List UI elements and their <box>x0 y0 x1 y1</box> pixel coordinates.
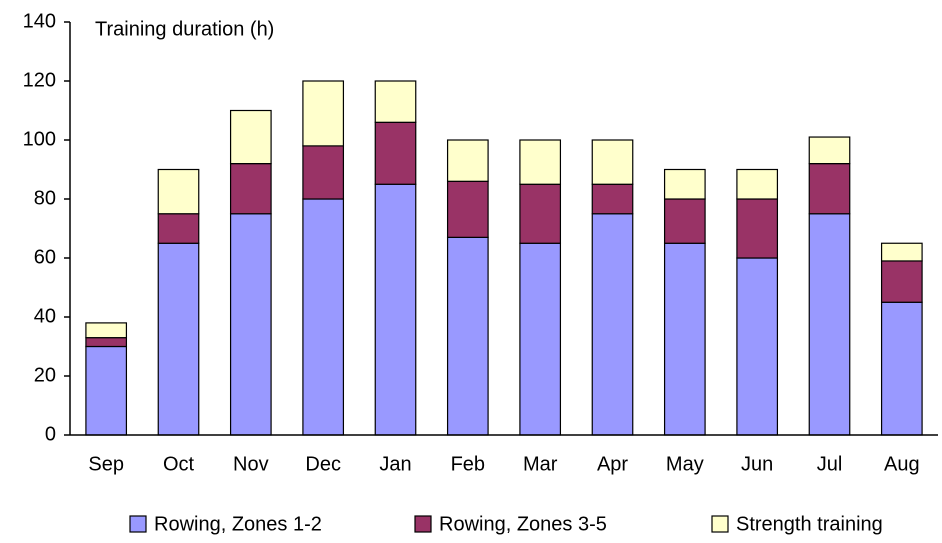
bar-segment <box>736 198 779 259</box>
bar-segment <box>302 145 345 200</box>
x-tick-label: Nov <box>233 453 269 475</box>
legend-label: Rowing, Zones 3-5 <box>439 513 607 535</box>
bar-segment <box>446 139 489 182</box>
y-tick-label: 40 <box>34 305 56 327</box>
legend-swatch <box>129 515 147 533</box>
bar-segment <box>591 183 634 215</box>
x-tick-label: Apr <box>597 453 628 475</box>
bar-segment <box>736 257 779 436</box>
bar-segment <box>302 198 345 436</box>
x-tick-label: Mar <box>523 453 558 475</box>
x-tick-label: Oct <box>163 453 195 475</box>
bar-segment <box>157 168 200 215</box>
bar-segment <box>808 136 851 165</box>
bar-segment <box>663 242 706 436</box>
legend-swatch <box>711 515 729 533</box>
y-tick-label: 60 <box>34 246 56 268</box>
legend-label: Strength training <box>736 513 883 535</box>
x-tick-label: Jun <box>741 453 773 475</box>
y-tick-label: 100 <box>23 128 56 150</box>
y-tick-label: 20 <box>34 364 56 386</box>
legend-label: Rowing, Zones 1-2 <box>154 513 322 535</box>
x-tick-label: Jul <box>817 453 843 475</box>
bar-segment <box>446 180 489 238</box>
bar-segment <box>519 242 562 436</box>
bar-segment <box>519 183 562 244</box>
bar-segment <box>85 337 128 348</box>
bar-segment <box>229 213 272 436</box>
bar-segment <box>157 242 200 436</box>
bar-segment <box>85 345 128 436</box>
x-tick-label: May <box>666 453 704 475</box>
bar-segment <box>880 242 923 262</box>
bar-segment <box>880 260 923 303</box>
bar-segment <box>374 183 417 436</box>
x-tick-label: Jan <box>379 453 411 475</box>
bar-segment <box>808 163 851 215</box>
bar-segment <box>880 301 923 436</box>
bar-segment <box>519 139 562 185</box>
bar-segment <box>591 213 634 436</box>
bar-segment <box>736 168 779 200</box>
bar-segment <box>808 213 851 436</box>
bar-segment <box>663 168 706 200</box>
y-tick-label: 0 <box>45 423 56 445</box>
bar-segment <box>446 236 489 436</box>
bar-segment <box>374 80 417 123</box>
bar-segment <box>374 121 417 185</box>
x-tick-label: Feb <box>451 453 485 475</box>
bar-segment <box>302 80 345 147</box>
y-tick-label: 120 <box>23 69 56 91</box>
bar-segment <box>229 109 272 165</box>
bar-segment <box>229 163 272 215</box>
legend-swatch <box>414 515 432 533</box>
x-tick-label: Dec <box>305 453 341 475</box>
y-tick-label: 140 <box>23 10 56 32</box>
chart-title: Training duration (h) <box>95 18 274 40</box>
bar-segment <box>85 322 128 339</box>
bar-segment <box>663 198 706 244</box>
bar-segment <box>591 139 634 185</box>
y-tick-label: 80 <box>34 187 56 209</box>
x-tick-label: Sep <box>88 453 124 475</box>
bar-segment <box>157 213 200 244</box>
x-tick-label: Aug <box>884 453 920 475</box>
